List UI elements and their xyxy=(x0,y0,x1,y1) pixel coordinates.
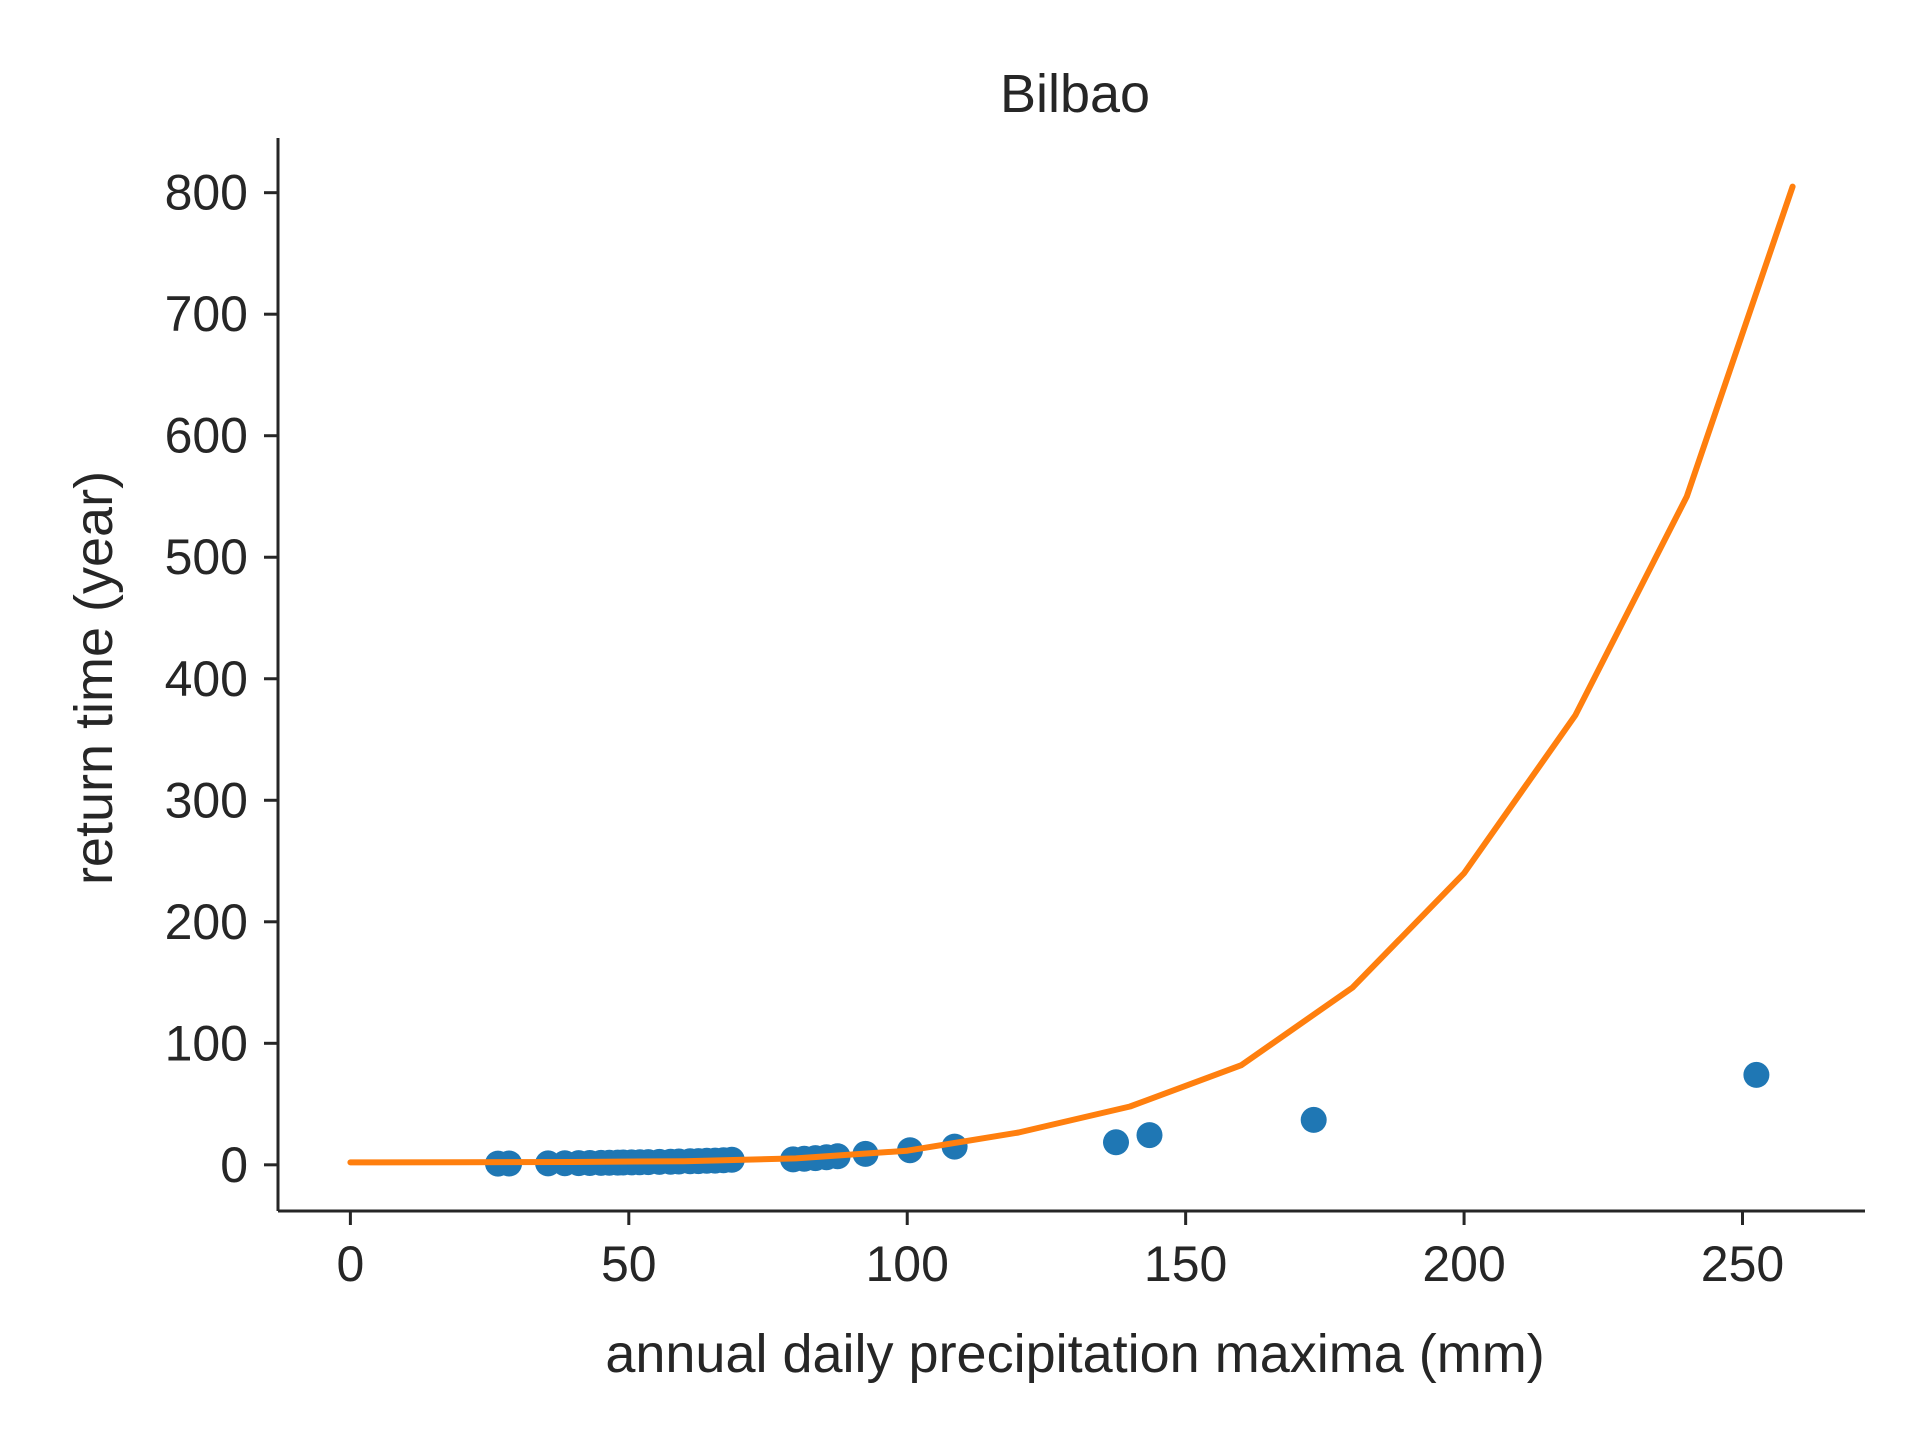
y-tick-label: 300 xyxy=(165,772,248,828)
x-axis-ticks: 0 50 100 150 200 250 xyxy=(336,1211,1784,1292)
data-point xyxy=(1103,1129,1129,1156)
data-point xyxy=(1136,1122,1163,1149)
x-axis-label: annual daily precipitation maxima (mm) xyxy=(605,1324,1544,1384)
y-tick-label: 100 xyxy=(165,1015,248,1071)
data-point xyxy=(1743,1061,1770,1088)
y-axis-label: return time (year) xyxy=(64,471,124,885)
x-tick-label: 150 xyxy=(1144,1236,1227,1292)
x-tick-label: 50 xyxy=(601,1236,657,1292)
axes xyxy=(276,138,1865,1213)
x-tick-label: 0 xyxy=(336,1236,364,1292)
fit-curve-series xyxy=(347,183,1796,1166)
x-tick-label: 100 xyxy=(866,1236,949,1292)
chart-title: Bilbao xyxy=(1000,64,1150,124)
y-tick-label: 700 xyxy=(165,286,248,342)
y-tick-label: 600 xyxy=(165,408,248,464)
fit-curve-line xyxy=(347,183,1796,1166)
y-tick-label: 500 xyxy=(165,529,248,585)
y-tick-label: 400 xyxy=(165,651,248,707)
data-point xyxy=(1300,1106,1327,1133)
x-tick-label: 200 xyxy=(1422,1236,1505,1292)
y-tick-label: 200 xyxy=(165,894,248,950)
y-tick-label: 0 xyxy=(220,1137,248,1193)
y-tick-label: 800 xyxy=(165,165,248,221)
x-tick-label: 250 xyxy=(1701,1236,1784,1292)
y-axis-ticks: 0 100 200 300 400 500 600 700 800 xyxy=(165,165,278,1193)
